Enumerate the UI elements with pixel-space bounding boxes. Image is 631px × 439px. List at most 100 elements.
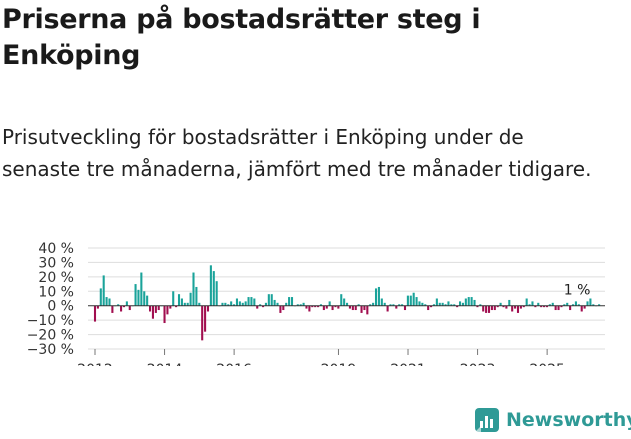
y-axis: −30 %−20 %−10 %0 %10 %20 %30 %40 % [27, 241, 74, 358]
bar [201, 305, 204, 341]
newsworthy-logo-icon [475, 408, 499, 432]
bar [189, 292, 192, 306]
bar [401, 304, 404, 306]
bar [485, 305, 488, 313]
bar [259, 304, 262, 306]
bar [221, 302, 224, 306]
bar [192, 272, 195, 306]
bar [366, 305, 369, 315]
bar [545, 305, 548, 308]
bar [435, 298, 438, 306]
chart-bars [93, 265, 601, 341]
bar [490, 305, 493, 311]
x-tick-label: 2019 [321, 362, 357, 366]
bar [543, 305, 546, 308]
bar [230, 301, 233, 306]
bar [105, 297, 108, 306]
bar [534, 305, 537, 308]
bar [215, 281, 218, 306]
bar [331, 305, 334, 311]
bar [143, 291, 146, 306]
y-tick-label: −10 % [27, 313, 74, 329]
bar [528, 304, 531, 306]
bar [360, 305, 363, 313]
bar [302, 302, 305, 306]
bar [482, 305, 485, 312]
bar [476, 305, 479, 308]
bar [134, 284, 137, 306]
bar [519, 305, 522, 309]
bar [154, 305, 157, 313]
bar [374, 288, 378, 306]
bar [598, 304, 601, 306]
bar [314, 305, 317, 308]
bar [282, 305, 285, 311]
bar [441, 302, 444, 306]
bar [354, 305, 357, 311]
bar [183, 302, 186, 306]
bar [108, 298, 111, 306]
bar [412, 292, 415, 306]
bar [427, 305, 430, 311]
bar [569, 305, 572, 311]
bar [244, 301, 247, 306]
bar [464, 298, 467, 306]
bar [175, 305, 178, 308]
bar [261, 305, 265, 308]
bar [525, 298, 528, 306]
bar [270, 294, 273, 306]
bar [241, 302, 244, 306]
bar [458, 301, 462, 306]
bar [120, 305, 123, 312]
y-tick-label: 0 % [47, 299, 74, 315]
bar [467, 297, 470, 306]
bar [377, 286, 380, 306]
bar [328, 301, 331, 306]
bar [305, 305, 308, 309]
bar [392, 304, 395, 306]
bar [224, 302, 227, 306]
bar [157, 305, 160, 311]
latest-value-label: 1 % [564, 282, 591, 298]
bar [424, 304, 427, 306]
bar [574, 301, 577, 306]
bar [140, 272, 143, 306]
bar [96, 305, 99, 309]
bar [586, 301, 589, 306]
bar [421, 302, 424, 306]
bar [325, 305, 328, 309]
bar [125, 301, 128, 306]
bar [317, 305, 320, 308]
bar [122, 305, 126, 308]
bar [343, 298, 346, 306]
bar [166, 305, 169, 315]
bar [227, 304, 230, 306]
bar [511, 305, 514, 312]
bar [348, 305, 351, 309]
bar [389, 304, 392, 306]
bar [522, 305, 525, 308]
bar [406, 295, 409, 306]
bar [514, 305, 517, 309]
bar [111, 305, 114, 313]
bar [247, 297, 250, 306]
bar [470, 297, 473, 306]
y-tick-label: 40 % [38, 241, 74, 257]
bar [296, 304, 299, 306]
bar [505, 305, 508, 309]
bar [537, 302, 540, 306]
y-tick-label: 20 % [38, 270, 74, 286]
bar [430, 305, 433, 308]
bar [337, 305, 340, 309]
bar [186, 302, 189, 306]
bar [369, 304, 372, 306]
y-tick-label: −30 % [27, 342, 74, 358]
y-tick-label: 10 % [38, 284, 74, 300]
bar [163, 305, 166, 324]
bar [204, 305, 207, 332]
bar [311, 305, 314, 308]
bar [563, 304, 566, 306]
bar [276, 302, 279, 306]
bar [398, 304, 401, 306]
x-tick-label: 2023 [460, 362, 496, 366]
